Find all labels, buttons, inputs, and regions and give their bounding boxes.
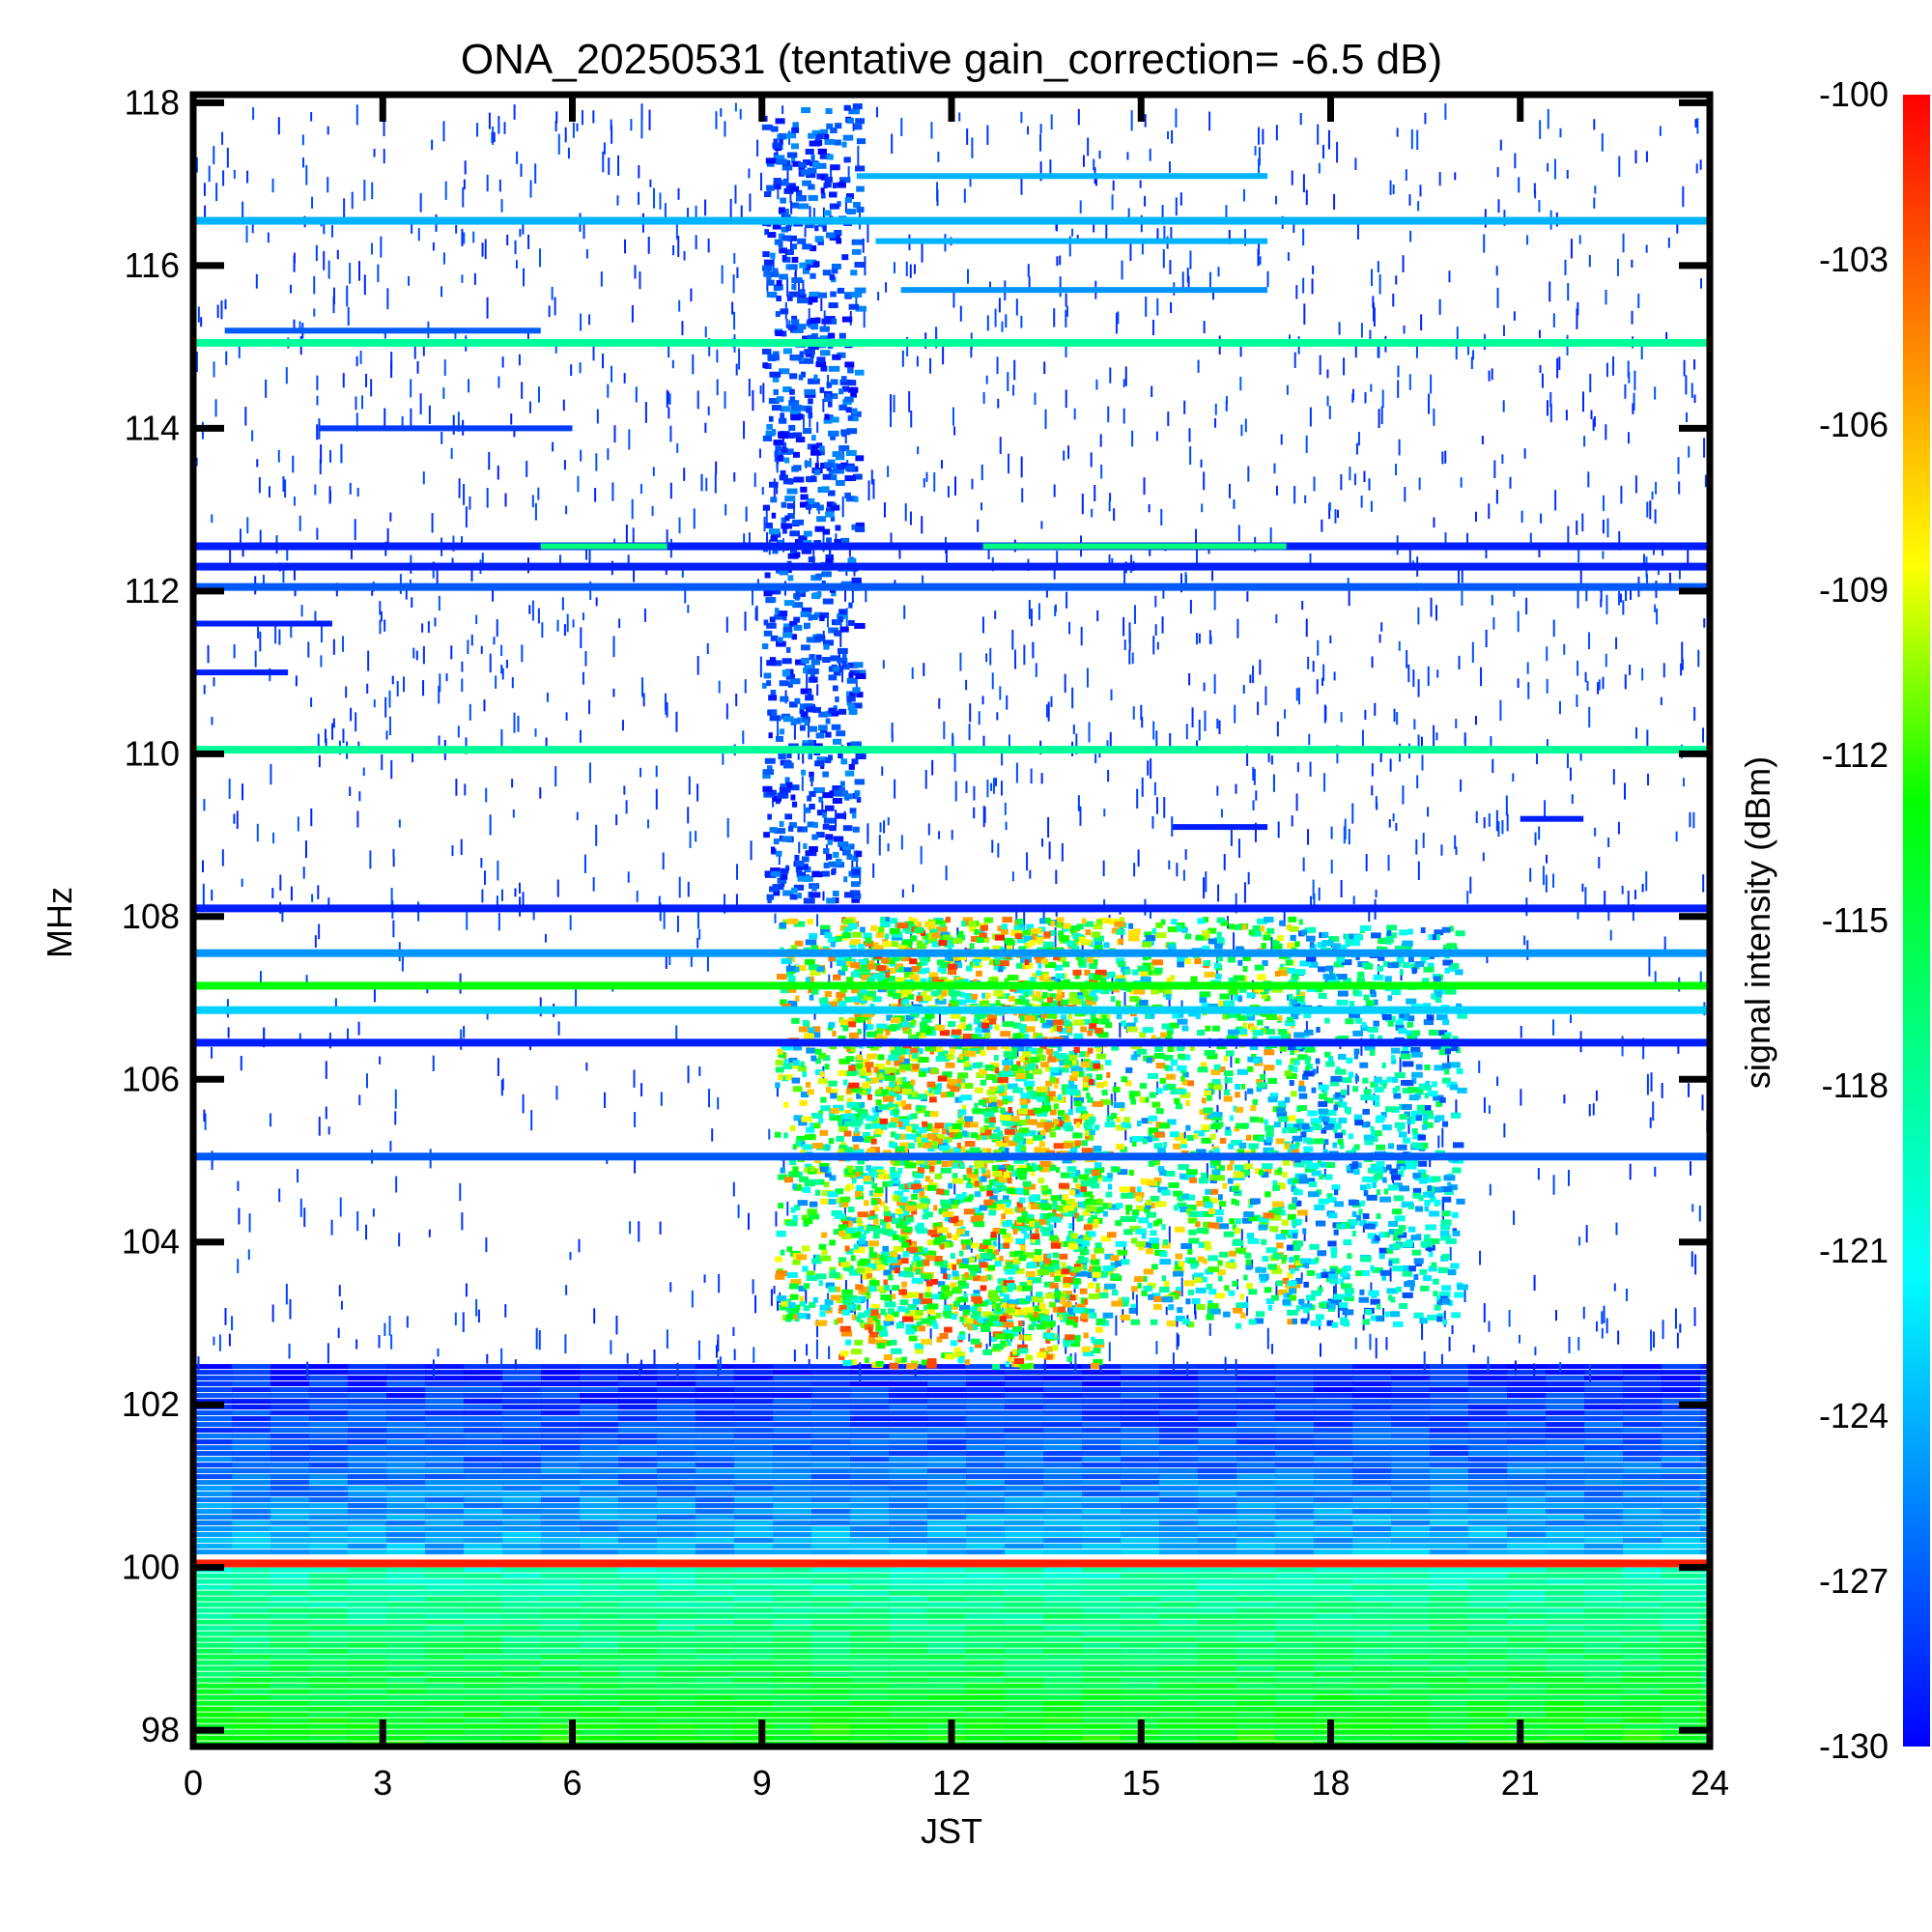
- persistent-band: [193, 1559, 1710, 1568]
- colorbar-tick-label: -121: [1819, 1231, 1889, 1270]
- y-tick-label: 116: [125, 245, 180, 285]
- y-tick-label: 110: [125, 733, 180, 773]
- noise-floor-band: [193, 1567, 1710, 1747]
- persistent-band: [193, 981, 1710, 990]
- y-tick-label: 98: [141, 1710, 180, 1749]
- y-axis: 98 100 102 104 106 108 110 112 114 116 118: [122, 82, 1710, 1749]
- segment-band: [319, 425, 573, 432]
- persistent-band: [193, 904, 1710, 913]
- persistent-band: [193, 562, 1710, 571]
- colorbar-tick-label: -100: [1819, 74, 1889, 114]
- persistent-band: [193, 338, 1710, 347]
- y-tick-label: 100: [122, 1548, 180, 1587]
- x-tick-label: 15: [1122, 1763, 1160, 1803]
- persistent-band: [193, 1006, 1710, 1014]
- x-tick-label: 9: [753, 1763, 772, 1803]
- y-tick-label: 108: [122, 896, 180, 936]
- segment-band: [1172, 824, 1268, 831]
- y-tick-label: 118: [125, 82, 180, 122]
- segment-band: [875, 238, 1268, 244]
- colorbar-tick-label: -124: [1819, 1396, 1889, 1435]
- y-tick-label: 104: [122, 1222, 180, 1262]
- segment-band: [856, 173, 1268, 180]
- colorbar-tick-label: -115: [1822, 900, 1889, 940]
- x-axis: 0 3 6 9 12 15 18 21 24: [184, 95, 1729, 1803]
- y-tick-label: 102: [122, 1384, 180, 1424]
- colorbar: [1903, 95, 1930, 1747]
- colorbar-tick-label: -112: [1822, 735, 1889, 775]
- colorbar-tick-label: -127: [1819, 1561, 1889, 1601]
- segment-band: [193, 669, 289, 676]
- segment-band: [224, 327, 541, 334]
- chart-title: ONA_20250531 (tentative gain_correction=…: [461, 36, 1442, 83]
- x-tick-label: 18: [1311, 1763, 1350, 1803]
- spectrogram-image: [193, 102, 1710, 1747]
- persistent-band: [193, 1152, 1710, 1161]
- colorbar-tick-label: -109: [1819, 570, 1889, 610]
- y-axis-title: MHz: [40, 887, 79, 958]
- y-tick-label: 112: [125, 571, 180, 611]
- y-tick-label: 106: [122, 1059, 180, 1098]
- segment-band: [982, 543, 1287, 550]
- x-tick-label: 21: [1501, 1763, 1540, 1803]
- colorbar-label: signal intensity (dBm): [1738, 756, 1777, 1089]
- noise-floor-band: [193, 1364, 1710, 1555]
- colorbar-ticks: -100 -103 -106 -109 -112 -115 -118 -121 -124 -127…: [1819, 74, 1889, 1766]
- persistent-band: [193, 216, 1710, 225]
- segment-band: [900, 287, 1268, 294]
- persistent-band: [193, 582, 1710, 591]
- x-tick-label: 3: [373, 1763, 392, 1803]
- persistent-band: [193, 542, 1710, 551]
- x-tick-label: 6: [562, 1763, 582, 1803]
- x-tick-label: 12: [932, 1763, 971, 1803]
- segment-band: [540, 543, 668, 550]
- persistent-band: [193, 949, 1710, 957]
- persistent-band: [193, 746, 1710, 754]
- colorbar-tick-label: -106: [1819, 405, 1889, 444]
- colorbar-tick-label: -103: [1819, 240, 1889, 279]
- x-tick-label: 0: [184, 1763, 203, 1803]
- y-tick-label: 114: [125, 408, 180, 447]
- colorbar-tick-label: -118: [1822, 1065, 1889, 1105]
- segment-band: [1520, 815, 1584, 822]
- x-axis-title: JST: [921, 1811, 982, 1851]
- persistent-band: [193, 1038, 1710, 1047]
- x-tick-label: 24: [1690, 1763, 1729, 1803]
- segment-band: [193, 620, 332, 627]
- colorbar-tick-label: -130: [1819, 1726, 1889, 1766]
